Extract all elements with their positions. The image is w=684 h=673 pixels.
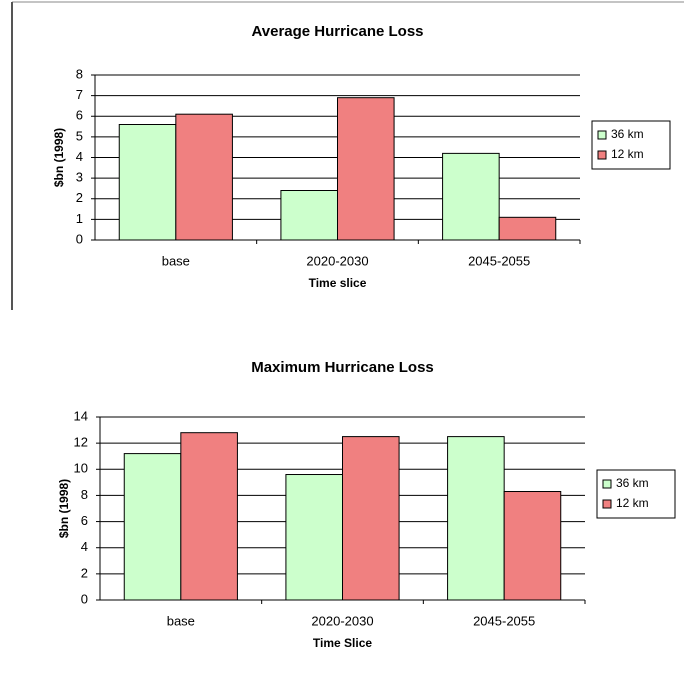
y-tick-label: 14 <box>74 408 88 423</box>
y-tick-label: 0 <box>76 231 83 246</box>
chart-title: Maximum Hurricane Loss <box>251 359 434 376</box>
y-tick-label: 10 <box>74 461 88 476</box>
y-tick-label: 8 <box>76 66 83 81</box>
bar <box>337 97 395 241</box>
bar <box>118 124 177 241</box>
bar <box>175 113 233 241</box>
y-tick-label: 6 <box>76 108 83 123</box>
chart-title: Average Hurricane Loss <box>251 23 423 40</box>
bar <box>442 152 500 241</box>
y-tick-label: 2 <box>76 190 83 205</box>
legend-swatch <box>597 150 607 160</box>
bar <box>280 190 338 241</box>
legend-label: 12 km <box>611 147 644 161</box>
y-tick-label: 8 <box>81 487 88 502</box>
bar <box>285 474 343 601</box>
bar <box>498 216 557 241</box>
x-axis-label: Time Slice <box>313 636 372 650</box>
x-tick-label: 2045-2055 <box>473 613 535 628</box>
x-tick-label: 2020-2030 <box>311 613 373 628</box>
y-tick-label: 12 <box>74 435 88 450</box>
legend-box <box>591 120 671 170</box>
x-tick-label: 2045-2055 <box>468 253 530 268</box>
bar <box>123 453 182 601</box>
y-tick-label: 7 <box>76 87 83 102</box>
legend-label: 36 km <box>616 476 649 490</box>
y-tick-label: 3 <box>76 170 83 185</box>
legend-swatch <box>597 130 607 140</box>
y-tick-label: 5 <box>76 128 83 143</box>
bar <box>503 491 562 601</box>
y-tick-label: 1 <box>76 211 83 226</box>
x-axis-label: Time slice <box>309 276 367 290</box>
x-tick-label: base <box>162 253 190 268</box>
legend-label: 12 km <box>616 496 649 510</box>
bar <box>180 432 238 601</box>
bar <box>447 436 505 601</box>
bar <box>342 436 400 601</box>
y-tick-label: 4 <box>81 539 88 554</box>
y-axis-label: $bn (1998) <box>52 128 66 187</box>
y-axis-label: $bn (1998) <box>57 479 71 538</box>
x-tick-label: base <box>167 613 195 628</box>
legend-box <box>596 469 676 519</box>
legend-swatch <box>602 499 612 509</box>
y-tick-label: 6 <box>81 513 88 528</box>
y-tick-label: 4 <box>76 149 83 164</box>
y-tick-label: 2 <box>81 565 88 580</box>
legend-swatch <box>602 479 612 489</box>
x-tick-label: 2020-2030 <box>306 253 368 268</box>
y-tick-label: 0 <box>81 591 88 606</box>
legend-label: 36 km <box>611 127 644 141</box>
